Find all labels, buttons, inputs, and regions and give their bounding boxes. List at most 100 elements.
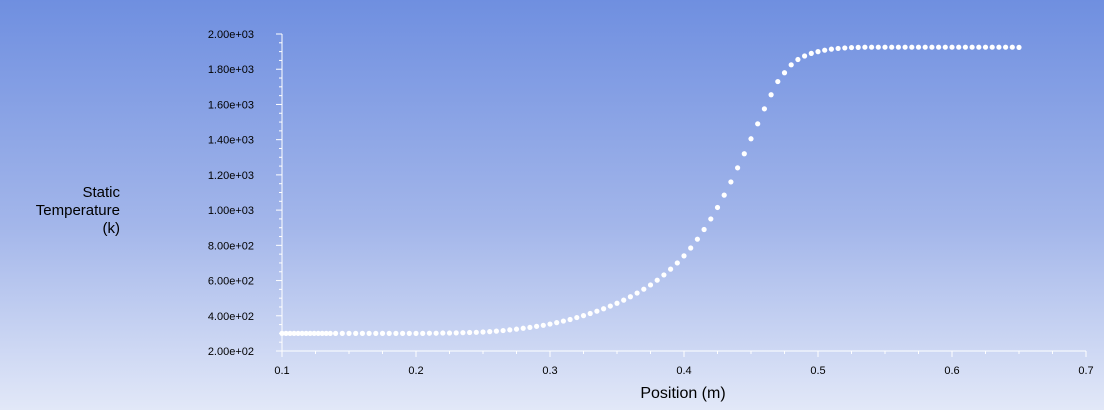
data-point [513, 326, 520, 332]
data-point [353, 330, 359, 336]
data-point [962, 44, 969, 50]
data-point [895, 44, 902, 50]
data-point [507, 327, 513, 333]
data-point [902, 44, 908, 50]
data-point [433, 330, 439, 336]
data-point [875, 44, 881, 50]
x-tick-labels: 0.1 0.2 0.3 0.4 0.5 0.6 0.7 [274, 365, 1093, 377]
data-point [460, 330, 466, 336]
y-tick-labels: 2.00e+02 4.00e+02 6.00e+02 8.00e+02 1.00e+03… [208, 29, 254, 358]
data-point [601, 306, 607, 312]
x-tick-label: 0.7 [1078, 365, 1093, 377]
data-points [279, 44, 1022, 336]
data-point [1003, 44, 1009, 50]
data-point [323, 330, 329, 336]
data-point [500, 327, 506, 334]
data-point [815, 49, 821, 55]
x-tick-label: 0.5 [810, 365, 825, 377]
data-point [828, 46, 835, 52]
data-point [291, 330, 297, 336]
data-point [480, 329, 486, 335]
data-point [929, 44, 935, 50]
data-point [942, 44, 948, 50]
data-point [681, 253, 687, 259]
y-tick-label: 6.00e+02 [208, 276, 254, 288]
data-point [307, 330, 313, 336]
data-point [808, 50, 814, 56]
x-tick-label: 0.2 [408, 365, 423, 377]
data-point [574, 314, 580, 321]
data-point [768, 92, 774, 98]
data-point [393, 330, 399, 336]
data-point [567, 316, 573, 323]
data-point [654, 277, 660, 283]
data-point [869, 44, 875, 50]
data-point [755, 121, 761, 127]
data-point [862, 44, 868, 50]
data-point [647, 282, 654, 288]
y-tick-label: 1.20e+03 [208, 170, 254, 182]
data-point [688, 245, 694, 251]
y-tick-label: 2.00e+02 [208, 346, 254, 358]
data-point [327, 330, 333, 336]
data-point [406, 330, 412, 336]
data-point [641, 286, 647, 292]
y-tick-label: 4.00e+02 [208, 311, 254, 323]
data-point [788, 62, 794, 68]
data-point [775, 78, 781, 85]
data-point [735, 165, 741, 171]
data-point [668, 266, 674, 272]
data-point [287, 330, 293, 336]
data-point [848, 44, 855, 51]
data-point [909, 44, 915, 50]
data-point [802, 53, 808, 59]
data-point [540, 322, 546, 328]
data-point [319, 330, 325, 336]
data-point [936, 44, 942, 50]
data-point [889, 44, 895, 50]
data-point [761, 106, 768, 112]
data-point [333, 330, 339, 336]
data-point [379, 330, 386, 336]
data-point [949, 44, 955, 50]
data-point [366, 330, 372, 336]
data-point [279, 330, 285, 336]
data-point [989, 44, 995, 50]
data-point [386, 330, 392, 336]
data-point [373, 330, 379, 336]
data-point [721, 192, 727, 198]
data-point [795, 56, 801, 63]
data-point [493, 328, 499, 334]
y-tick-label: 1.40e+03 [208, 135, 254, 147]
x-axis-title: Position (m) [640, 385, 726, 402]
data-point [728, 179, 734, 185]
data-point [346, 330, 352, 336]
data-point [627, 294, 634, 300]
data-point [400, 330, 406, 336]
data-point [534, 323, 540, 329]
data-point [339, 330, 345, 336]
data-point [922, 44, 928, 50]
x-tick-label: 0.1 [274, 365, 289, 377]
data-point [426, 330, 432, 336]
data-point [661, 272, 667, 278]
y-tick-label: 1.80e+03 [208, 64, 254, 76]
data-point [634, 290, 640, 296]
data-point [915, 44, 922, 50]
data-point [446, 330, 453, 336]
data-point [956, 44, 962, 50]
data-point [674, 260, 680, 266]
data-point [580, 313, 587, 319]
data-point [283, 330, 289, 336]
data-point [741, 151, 747, 157]
x-tick-label: 0.3 [542, 365, 557, 377]
data-point [621, 297, 627, 303]
data-point [694, 236, 701, 242]
x-tick-label: 0.4 [676, 365, 691, 377]
y-axis-title-line-1: Static [82, 184, 120, 201]
data-point [547, 321, 553, 327]
data-point [614, 300, 620, 306]
data-point [969, 44, 975, 50]
data-point [440, 330, 446, 336]
